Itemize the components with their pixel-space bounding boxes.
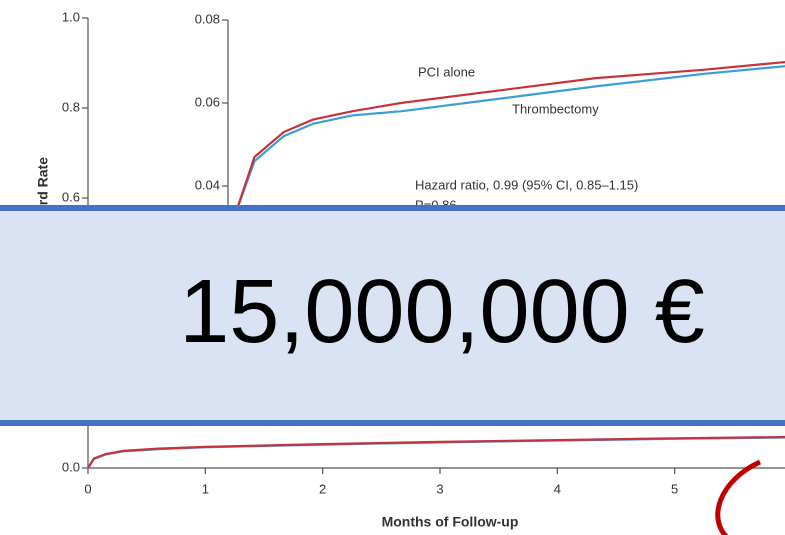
series-label: PCI alone (418, 64, 475, 79)
y-tick-label: 0.0 (62, 459, 80, 474)
y-tick-label: 0.8 (62, 99, 80, 114)
curve (233, 60, 785, 216)
series-label: Thrombectomy (512, 101, 599, 116)
y-tick-label: 0.6 (62, 189, 80, 204)
annotation: Hazard ratio, 0.99 (95% CI, 0.85–1.15) (415, 177, 638, 192)
x-tick-label: 3 (436, 481, 443, 496)
curve (87, 435, 785, 469)
x-axis-label: Months of Follow-up (382, 514, 519, 530)
banner (0, 205, 785, 426)
curve (233, 65, 785, 216)
x-tick-label: 0 (84, 481, 91, 496)
x-tick-label: 5 (671, 481, 678, 496)
y-tick-label: 0.08 (195, 11, 220, 26)
x-tick-label: 1 (202, 481, 209, 496)
banner-text: 15,000,000 € (179, 262, 705, 362)
y-axis-label: ard Rate (35, 157, 51, 213)
charts: 0.0 0.6 0.8 1.0 0 1 2 3 4 5 Months of Follow-up ard… (35, 9, 785, 530)
x-tick-label: 2 (319, 481, 326, 496)
y-tick-label: 0.04 (195, 177, 220, 192)
y-tick-label: 1.0 (62, 9, 80, 24)
y-tick-label: 0.06 (195, 94, 220, 109)
x-tick-label: 4 (554, 481, 561, 496)
highlight-circle (715, 459, 762, 535)
